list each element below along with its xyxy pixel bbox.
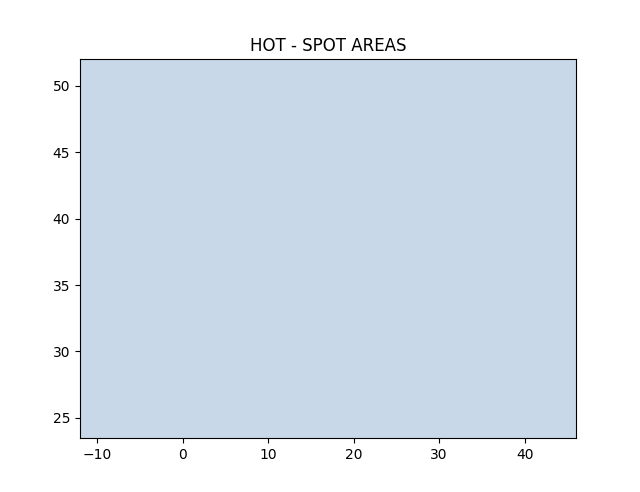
Title: HOT - SPOT AREAS: HOT - SPOT AREAS bbox=[250, 37, 406, 55]
